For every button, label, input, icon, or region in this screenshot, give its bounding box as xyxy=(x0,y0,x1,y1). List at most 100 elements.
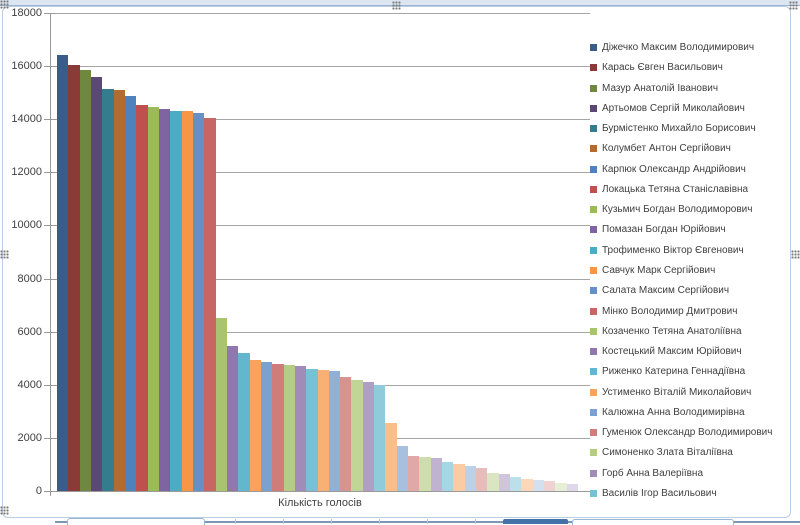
legend-item-13[interactable]: Салата Максим Сергійович xyxy=(590,283,729,297)
legend-swatch xyxy=(590,286,597,294)
legend-item-12[interactable]: Савчук Марк Сергійович xyxy=(590,263,715,277)
bar-series-30[interactable] xyxy=(385,423,397,491)
bar-series-36[interactable] xyxy=(453,464,465,491)
selection-handle-top-center[interactable] xyxy=(392,1,401,10)
legend-item-20[interactable]: Гуменюк Олександр Володимирович xyxy=(590,425,772,439)
legend-item-1[interactable]: Діжечко Максим Володимирович xyxy=(590,40,754,54)
legend-item-5[interactable]: Бурмістенко Михайло Борисович xyxy=(590,121,756,135)
selected-cell-top[interactable] xyxy=(503,519,568,524)
bar-series-38[interactable] xyxy=(476,468,487,491)
legend-label: Колумбет Антон Сергійович xyxy=(602,142,731,154)
bar-series-41[interactable] xyxy=(510,477,521,491)
legend-item-21[interactable]: Симоненко Злата Віталіївна xyxy=(590,445,733,459)
bar-series-5[interactable] xyxy=(102,89,114,491)
bar-series-42[interactable] xyxy=(521,479,533,491)
legend-swatch xyxy=(590,448,597,456)
bar-series-20[interactable] xyxy=(272,364,284,491)
bar-series-37[interactable] xyxy=(465,466,476,491)
bar-series-28[interactable] xyxy=(363,382,374,491)
bar-series-43[interactable] xyxy=(533,480,544,491)
legend-item-17[interactable]: Риженко Катерина Геннадіївна xyxy=(590,364,745,378)
bar-series-34[interactable] xyxy=(431,458,442,491)
legend-swatch xyxy=(590,43,597,51)
x-axis-line xyxy=(50,491,591,492)
bar-series-1[interactable] xyxy=(57,55,68,491)
legend-item-6[interactable]: Колумбет Антон Сергійович xyxy=(590,141,731,155)
legend-item-23[interactable]: Василів Ігор Васильович xyxy=(590,486,717,500)
bar-series-18[interactable] xyxy=(250,360,261,491)
bar-series-45[interactable] xyxy=(555,483,567,491)
bar-series-12[interactable] xyxy=(182,111,193,491)
bar-series-21[interactable] xyxy=(284,365,295,491)
bar-series-32[interactable] xyxy=(408,456,419,491)
legend-swatch xyxy=(590,469,597,477)
legend-item-11[interactable]: Трофименко Віктор Євгенович xyxy=(590,243,744,257)
bar-series-8[interactable] xyxy=(136,105,148,491)
bar-series-27[interactable] xyxy=(351,380,363,491)
selection-handle-middle-left[interactable] xyxy=(0,250,9,259)
legend-label: Савчук Марк Сергійович xyxy=(602,264,716,276)
selection-handle-middle-right[interactable] xyxy=(791,250,800,259)
y-tick-label: 6000 xyxy=(17,326,42,338)
bar-series-6[interactable] xyxy=(114,90,125,491)
legend-label: Локацька Тетяна Станіславівна xyxy=(602,183,749,195)
bar-series-25[interactable] xyxy=(329,371,340,491)
legend-swatch xyxy=(590,165,597,173)
legend-item-22[interactable]: Горб Анна Валеріївна xyxy=(590,466,703,480)
legend-item-9[interactable]: Кузьмич Богдан Володиморович xyxy=(590,202,752,216)
bar-series-33[interactable] xyxy=(419,457,431,491)
legend-item-4[interactable]: Артьомов Сергій Миколайович xyxy=(590,101,745,115)
bar-series-9[interactable] xyxy=(148,107,159,491)
bar-series-44[interactable] xyxy=(544,481,555,491)
legend-item-7[interactable]: Карпюк Олександр Андрійович xyxy=(590,162,746,176)
legend-label: Калюжна Анна Володимирівна xyxy=(602,406,745,418)
bar-series-11[interactable] xyxy=(170,111,182,491)
bar-series-3[interactable] xyxy=(80,70,91,491)
legend-item-10[interactable]: Помазан Богдан Юрійович xyxy=(590,222,726,236)
bar-series-7[interactable] xyxy=(125,96,136,491)
legend-item-2[interactable]: Карась Євген Васильович xyxy=(590,60,723,74)
bar-series-46[interactable] xyxy=(567,484,578,491)
bar-series-39[interactable] xyxy=(487,473,499,491)
bar-series-35[interactable] xyxy=(442,462,453,491)
legend-item-3[interactable]: Мазур Анатолій Іванович xyxy=(590,81,718,95)
selection-handle-bottom-left[interactable] xyxy=(0,506,9,515)
bar-series-4[interactable] xyxy=(91,77,102,491)
bar-series-17[interactable] xyxy=(238,353,250,491)
legend-item-16[interactable]: Костецький Максим Юрійович xyxy=(590,344,742,358)
worksheet-shape-left xyxy=(67,518,205,525)
legend-swatch xyxy=(590,327,597,335)
bar-series-22[interactable] xyxy=(295,366,306,491)
bar-series-2[interactable] xyxy=(68,65,80,491)
legend-item-8[interactable]: Локацька Тетяна Станіславівна xyxy=(590,182,748,196)
bar-series-26[interactable] xyxy=(340,377,351,491)
selection-handle-top-right[interactable] xyxy=(789,1,798,10)
legend-swatch xyxy=(590,205,597,213)
legend-item-19[interactable]: Калюжна Анна Володимирівна xyxy=(590,405,745,419)
legend-swatch xyxy=(590,225,597,233)
legend-item-15[interactable]: Козаченко Тетяна Анатоліївна xyxy=(590,324,742,338)
gridline xyxy=(50,119,590,120)
bar-series-10[interactable] xyxy=(159,109,170,491)
bar-series-40[interactable] xyxy=(499,474,510,491)
selection-handle-top-left[interactable] xyxy=(0,0,9,9)
bar-series-19[interactable] xyxy=(261,362,272,491)
bar-series-13[interactable] xyxy=(193,113,204,491)
bar-series-31[interactable] xyxy=(397,446,408,491)
worksheet-shape-right xyxy=(572,519,734,525)
cell-gridline-tick xyxy=(283,519,284,524)
bar-series-16[interactable] xyxy=(227,346,238,491)
legend-swatch xyxy=(590,307,597,315)
legend-label: Устименко Віталій Миколайович xyxy=(602,386,752,398)
bar-series-23[interactable] xyxy=(306,369,318,491)
cell-gridline-tick xyxy=(475,519,476,524)
gridline xyxy=(50,332,590,333)
legend-label: Риженко Катерина Геннадіївна xyxy=(602,365,746,377)
legend-item-18[interactable]: Устименко Віталій Миколайович xyxy=(590,385,751,399)
bar-series-14[interactable] xyxy=(204,118,216,491)
bar-series-29[interactable] xyxy=(374,385,385,491)
legend-item-14[interactable]: Мінко Володимир Дмитрович xyxy=(590,304,737,318)
legend-label: Костецький Максим Юрійович xyxy=(602,345,742,357)
bar-series-15[interactable] xyxy=(216,318,227,491)
bar-series-24[interactable] xyxy=(318,370,329,491)
